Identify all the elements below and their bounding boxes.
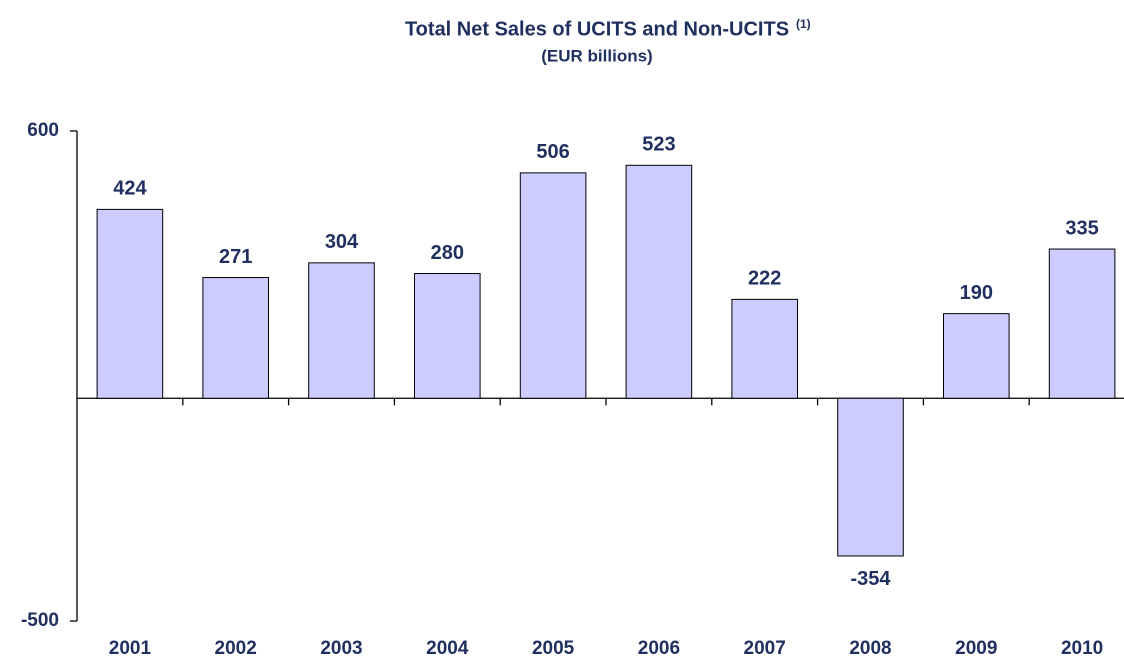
x-tick-label: 2009 xyxy=(955,638,997,659)
title-note: (1) xyxy=(796,17,811,31)
x-tick-label: 2004 xyxy=(426,638,469,659)
bar xyxy=(519,172,587,399)
chart-subtitle: (EUR billions) xyxy=(541,46,652,65)
bar xyxy=(202,277,269,399)
x-tick-label: 2006 xyxy=(638,638,680,659)
value-label: 271 xyxy=(219,246,252,268)
bar xyxy=(625,164,693,399)
value-label: 190 xyxy=(960,282,993,304)
bar xyxy=(837,397,904,557)
bar xyxy=(731,298,798,399)
x-tick-label: 2007 xyxy=(744,638,786,659)
value-label: 523 xyxy=(642,134,675,156)
bar xyxy=(1048,248,1116,399)
value-label: 222 xyxy=(748,268,781,290)
x-tick-label: 2005 xyxy=(532,638,575,659)
y-tick-label: -500 xyxy=(21,610,59,631)
x-tick-label: 2002 xyxy=(215,638,257,659)
value-label: 335 xyxy=(1065,217,1098,239)
x-tick-label: 2003 xyxy=(320,638,362,659)
value-label: 304 xyxy=(325,231,359,253)
bar xyxy=(96,208,164,399)
value-label: -354 xyxy=(850,568,891,590)
chart-title: Total Net Sales of UCITS and Non-UCITS xyxy=(405,18,789,40)
x-tick-label: 2001 xyxy=(109,638,152,659)
x-tick-label: 2010 xyxy=(1061,638,1103,659)
bar xyxy=(943,313,1010,399)
value-label: 506 xyxy=(536,141,569,163)
bar xyxy=(414,273,481,399)
x-tick-label: 2008 xyxy=(849,638,891,659)
y-tick-label: 600 xyxy=(27,120,59,141)
bar xyxy=(308,262,375,399)
value-label: 280 xyxy=(431,242,464,264)
value-label: 424 xyxy=(113,178,147,200)
